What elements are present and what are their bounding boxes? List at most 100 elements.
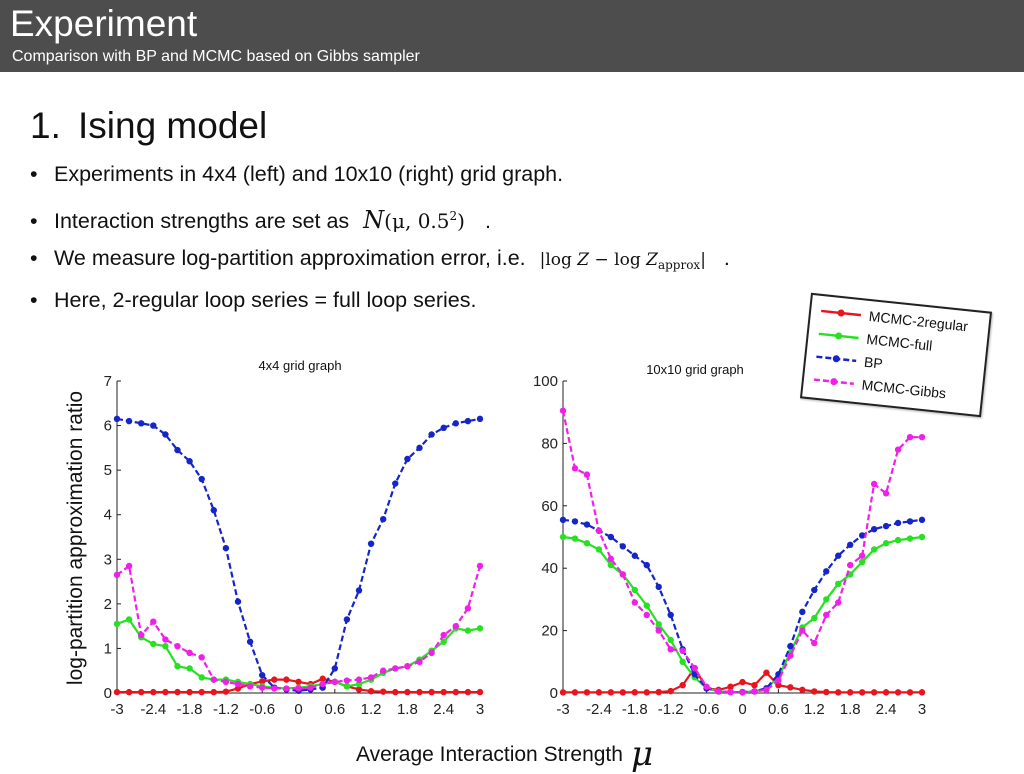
data-point-bp <box>355 587 363 594</box>
slide-subtitle: Comparison with BP and MCMC based on Gib… <box>12 48 420 65</box>
x-tick-label: 1.8 <box>397 701 418 718</box>
section-heading: 1. Ising model <box>30 104 267 148</box>
data-point-mcmc-full <box>667 636 674 644</box>
data-point-mcmc-gibbs <box>727 688 734 696</box>
data-point-mcmc-2regular <box>416 688 423 696</box>
bullet-text: Experiments in 4x4 (left) and 10x10 (rig… <box>54 162 564 186</box>
data-point-bp <box>799 608 806 616</box>
data-point-mcmc-full <box>392 665 399 672</box>
data-point-mcmc-gibbs <box>125 562 133 570</box>
data-point-mcmc-2regular <box>428 688 435 696</box>
data-point-mcmc-full <box>295 684 302 691</box>
x-tick-label: 0.6 <box>324 701 345 718</box>
data-point-bp <box>607 533 615 541</box>
data-point-mcmc-2regular <box>452 688 459 696</box>
data-point-mcmc-2regular <box>631 689 638 696</box>
data-point-bp <box>125 417 133 425</box>
data-point-mcmc-2regular <box>823 688 830 696</box>
data-point-mcmc-full <box>571 535 579 542</box>
y-tick-label: 60 <box>541 498 558 515</box>
data-point-mcmc-full <box>138 634 145 641</box>
data-point-mcmc-gibbs <box>283 685 290 692</box>
data-point-mcmc-full <box>703 685 710 692</box>
legend-swatch <box>818 332 859 340</box>
data-point-mcmc-2regular <box>174 688 181 696</box>
data-point-mcmc-2regular <box>571 689 579 696</box>
data-point-mcmc-gibbs <box>210 676 217 683</box>
data-point-mcmc-full <box>331 678 338 686</box>
legend-label: MCMC-2regular <box>868 307 969 335</box>
x-tick-label: -0.6 <box>694 701 720 718</box>
data-point-mcmc-gibbs <box>703 683 710 690</box>
series-line-mcmc-gibbs <box>116 564 482 690</box>
data-point-mcmc-gibbs <box>870 480 878 488</box>
data-point-bp <box>595 527 603 534</box>
series-line-mcmc-gibbs <box>561 410 922 694</box>
data-point-mcmc-2regular <box>559 689 567 696</box>
data-point-mcmc-full <box>234 678 242 686</box>
x-tick-label: 2.4 <box>876 701 897 718</box>
y-tick-label: 3 <box>104 551 112 568</box>
data-point-mcmc-gibbs <box>763 686 770 694</box>
data-point-bp <box>234 598 242 605</box>
series-line-mcmc-full <box>562 535 923 694</box>
data-point-mcmc-2regular <box>703 685 710 692</box>
bullet-item-interaction: • Interaction strengths are set as N(μ, 0… <box>30 202 730 234</box>
data-point-bp <box>631 552 638 559</box>
data-point-mcmc-full <box>679 658 686 665</box>
x-tick-label: -1.8 <box>622 701 648 718</box>
legend-label: BP <box>863 353 884 372</box>
data-point-bp <box>307 686 314 693</box>
data-point-mcmc-full <box>125 616 133 623</box>
data-point-mcmc-gibbs <box>583 471 591 478</box>
data-point-bp <box>751 688 758 695</box>
legend-marker <box>830 377 838 385</box>
legend-marker <box>832 355 840 363</box>
data-point-mcmc-gibbs <box>906 433 914 441</box>
data-point-mcmc-full <box>452 625 459 632</box>
data-point-mcmc-gibbs <box>667 646 674 653</box>
data-point-bp <box>918 516 926 524</box>
data-point-mcmc-full <box>186 665 193 672</box>
data-point-mcmc-2regular <box>727 683 734 690</box>
data-point-bp <box>452 420 459 427</box>
data-point-mcmc-gibbs <box>222 678 230 686</box>
data-point-mcmc-full <box>643 602 650 609</box>
y-tick-label: 1 <box>104 640 112 657</box>
data-point-mcmc-2regular <box>162 688 169 696</box>
data-point-mcmc-2regular <box>271 676 278 683</box>
data-point-bp <box>835 552 842 559</box>
data-point-mcmc-full <box>416 656 423 663</box>
series-line-mcmc-full <box>116 618 481 690</box>
normal-distribution-formula: N(μ, 0.52) <box>363 206 465 234</box>
data-point-mcmc-full <box>619 571 627 578</box>
data-point-mcmc-full <box>198 674 205 681</box>
x-tick-label: 0.6 <box>768 701 789 718</box>
data-point-bp <box>870 526 878 533</box>
bullet-item-grid: • Experiments in 4x4 (left) and 10x10 (ri… <box>30 160 730 188</box>
data-point-mcmc-full <box>763 685 770 692</box>
data-point-bp <box>259 671 266 679</box>
data-point-mcmc-2regular <box>343 683 351 690</box>
data-point-bp <box>174 446 181 454</box>
data-point-mcmc-full <box>823 596 830 603</box>
data-point-mcmc-2regular <box>894 689 902 696</box>
data-point-mcmc-2regular <box>138 688 145 696</box>
data-point-bp <box>906 518 914 525</box>
data-point-mcmc-full <box>355 680 363 688</box>
data-point-mcmc-gibbs <box>571 465 579 472</box>
data-point-mcmc-2regular <box>775 682 782 689</box>
x-tick-label: -1.8 <box>177 701 203 718</box>
data-point-mcmc-full <box>858 558 866 566</box>
x-tick-label: 1.8 <box>840 701 861 718</box>
data-point-mcmc-gibbs <box>679 647 686 655</box>
data-point-bp <box>679 646 686 653</box>
data-point-mcmc-gibbs <box>799 627 806 634</box>
data-point-mcmc-gibbs <box>367 674 375 681</box>
data-point-mcmc-full <box>906 535 914 542</box>
series-line-mcmc-2regular <box>117 677 480 694</box>
data-point-mcmc-2regular <box>763 669 770 676</box>
data-point-mcmc-2regular <box>715 686 722 694</box>
data-point-bp <box>655 583 662 591</box>
data-point-mcmc-2regular <box>643 689 650 696</box>
